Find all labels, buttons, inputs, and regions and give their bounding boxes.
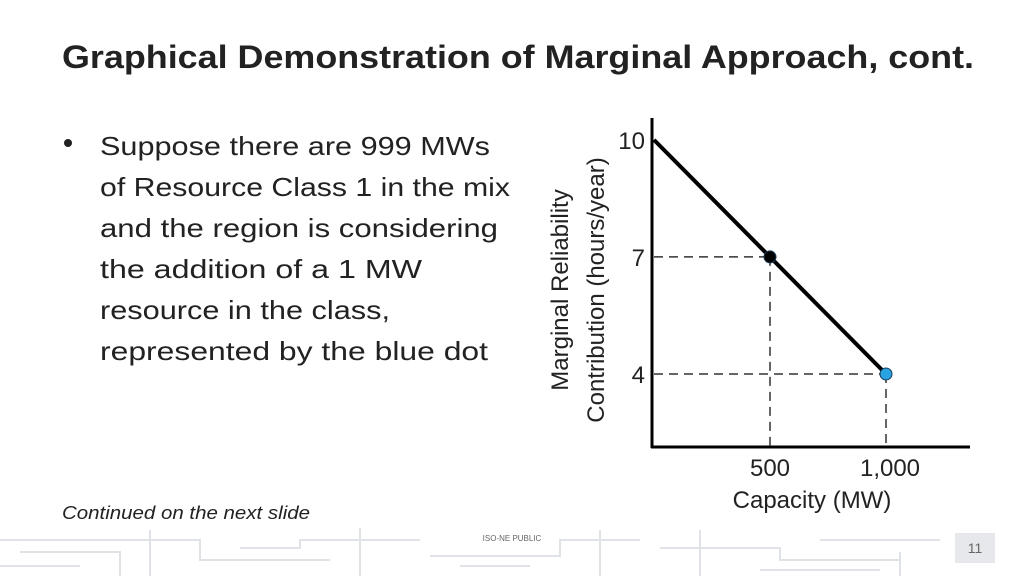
bullet-dot: [64, 139, 72, 147]
y-axis-label: Marginal Reliability: [547, 189, 574, 390]
bullet-line: and the region is considering: [100, 213, 498, 243]
x-tick-label: 1,000: [860, 455, 920, 482]
x-axis-label: Capacity (MW): [733, 487, 892, 514]
x-tick-label: 500: [750, 455, 790, 482]
bullet-text: Suppose there are 999 MWs of Resource Cla…: [100, 131, 510, 366]
y-tick-label: 4: [632, 362, 645, 389]
footnote: Continued on the next slide: [62, 503, 310, 523]
bullet-line: resource in the class,: [100, 295, 390, 325]
bullet-line: represented by the blue dot: [100, 336, 489, 366]
point: [879, 367, 893, 381]
page-number-box: [955, 533, 995, 563]
bullet-line: Suppose there are 999 MWs: [100, 131, 490, 161]
y-tick-label: 7: [632, 245, 645, 272]
slide-title: Graphical Demonstration of Marginal Appr…: [62, 39, 974, 75]
footer-label: ISO-NE PUBLIC: [483, 534, 542, 543]
y-tick-label: 10: [618, 128, 645, 155]
bullet-line: of Resource Class 1 in the mix: [100, 172, 510, 202]
footer-decoration: [0, 528, 940, 576]
point: [763, 250, 777, 264]
bullet-line: the addition of a 1 MW: [100, 254, 423, 284]
chart: 4 7 10 500 1,000 Capacity (MW) Marginal Reliab…: [547, 128, 920, 514]
page-number: 11: [968, 540, 983, 556]
y-axis-label: Contribution (hours/year): [583, 157, 610, 422]
